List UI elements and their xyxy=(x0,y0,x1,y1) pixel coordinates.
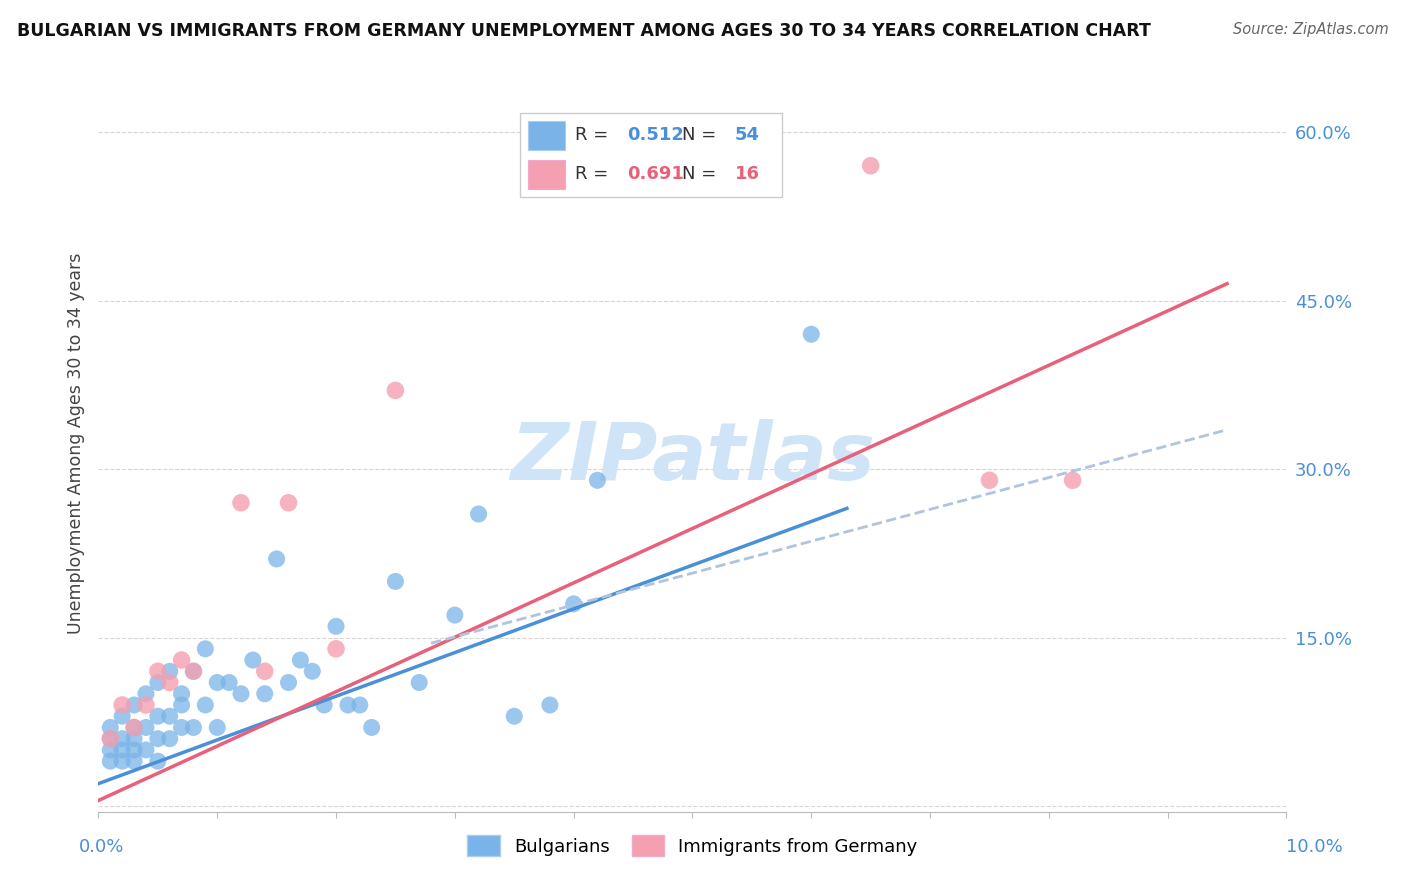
Point xyxy=(467,507,489,521)
Point xyxy=(503,709,526,723)
Point xyxy=(111,731,134,746)
Point xyxy=(349,698,371,712)
Point xyxy=(183,721,205,735)
Point xyxy=(111,754,134,768)
Point xyxy=(135,687,157,701)
Point xyxy=(253,665,276,679)
Point xyxy=(538,698,561,712)
Point xyxy=(135,698,157,712)
Point xyxy=(325,619,347,633)
Point xyxy=(170,653,193,667)
Point xyxy=(122,754,145,768)
Point xyxy=(205,675,228,690)
Point xyxy=(170,698,193,712)
Point xyxy=(98,743,121,757)
Point xyxy=(159,731,181,746)
Point xyxy=(183,665,205,679)
Point xyxy=(98,731,121,746)
Point xyxy=(360,721,382,735)
Text: BULGARIAN VS IMMIGRANTS FROM GERMANY UNEMPLOYMENT AMONG AGES 30 TO 34 YEARS CORR: BULGARIAN VS IMMIGRANTS FROM GERMANY UNE… xyxy=(17,22,1150,40)
Point xyxy=(586,473,609,487)
Point xyxy=(98,721,121,735)
Point xyxy=(562,597,585,611)
Point xyxy=(111,698,134,712)
Point xyxy=(314,698,336,712)
Point xyxy=(135,743,157,757)
Point xyxy=(122,721,145,735)
Legend: Bulgarians, Immigrants from Germany: Bulgarians, Immigrants from Germany xyxy=(458,826,927,865)
Point xyxy=(325,641,347,656)
Point xyxy=(194,698,217,712)
Point xyxy=(384,384,406,398)
Point xyxy=(170,687,193,701)
Point xyxy=(170,721,193,735)
Point xyxy=(277,675,299,690)
Point xyxy=(242,653,264,667)
Point xyxy=(384,574,406,589)
Point xyxy=(159,675,181,690)
Point xyxy=(122,731,145,746)
Point xyxy=(277,496,299,510)
Point xyxy=(301,665,323,679)
Point xyxy=(229,496,252,510)
Point xyxy=(146,709,169,723)
Point xyxy=(336,698,359,712)
Point xyxy=(159,665,181,679)
Point xyxy=(122,743,145,757)
Point xyxy=(159,709,181,723)
Text: ZIPatlas: ZIPatlas xyxy=(510,419,875,498)
Point xyxy=(218,675,240,690)
Point xyxy=(443,608,465,623)
Point xyxy=(122,721,145,735)
Point xyxy=(205,721,228,735)
Point xyxy=(111,743,134,757)
Point xyxy=(146,665,169,679)
Point xyxy=(266,552,288,566)
Point xyxy=(111,709,134,723)
Text: 10.0%: 10.0% xyxy=(1286,838,1343,855)
Point xyxy=(122,698,145,712)
Point xyxy=(800,327,823,342)
Y-axis label: Unemployment Among Ages 30 to 34 years: Unemployment Among Ages 30 to 34 years xyxy=(66,253,84,634)
Point xyxy=(183,665,205,679)
Point xyxy=(146,675,169,690)
Point xyxy=(229,687,252,701)
Point xyxy=(1062,473,1084,487)
Point xyxy=(98,754,121,768)
Point xyxy=(859,159,882,173)
Point xyxy=(98,731,121,746)
Point xyxy=(290,653,312,667)
Point xyxy=(979,473,1001,487)
Point xyxy=(135,721,157,735)
Point xyxy=(408,675,430,690)
Point xyxy=(146,754,169,768)
Point xyxy=(253,687,276,701)
Text: 0.0%: 0.0% xyxy=(79,838,124,855)
Point xyxy=(146,731,169,746)
Point xyxy=(194,641,217,656)
Text: Source: ZipAtlas.com: Source: ZipAtlas.com xyxy=(1233,22,1389,37)
